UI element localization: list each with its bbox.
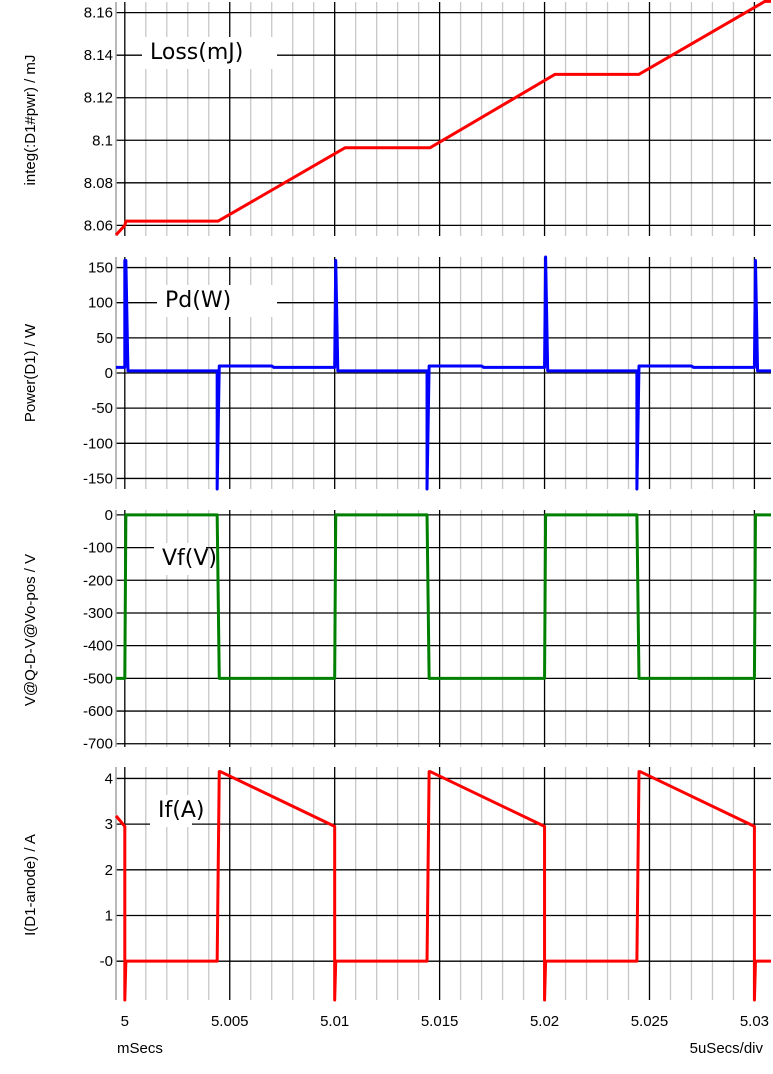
- y-tick-label: -600: [83, 703, 113, 720]
- plot-area: [116, 510, 771, 747]
- y-tick-label: 8.14: [84, 47, 113, 64]
- y-tick-label: 8.06: [84, 217, 113, 234]
- trace-label: Loss(mJ): [150, 40, 243, 65]
- series-line: [116, 513, 771, 680]
- y-tick-label: 50: [96, 330, 113, 347]
- x-units-label: mSecs: [117, 1040, 163, 1057]
- series-line: [114, 770, 771, 1002]
- x-tick-label: 5: [121, 1013, 129, 1030]
- y-tick-label: 1: [105, 907, 113, 924]
- y-tick-label: -50: [91, 400, 113, 417]
- x-tick-label: 5.03: [740, 1013, 769, 1030]
- y-tick-label: 2: [105, 862, 113, 879]
- x-scale-label: 5uSecs/div: [689, 1040, 763, 1057]
- trace-label-bg: [154, 543, 206, 575]
- y-tick-label: 0: [105, 365, 113, 382]
- y-axis-title: V@Q-D-V@Vo-pos / V: [22, 554, 39, 706]
- panel-4: -0 1 2 3 4 If(A) I(D1-anode) / A: [22, 767, 771, 1002]
- y-axis-title: integ(:D1#pwr) / mJ: [22, 55, 39, 186]
- x-tick-label: 5.015: [421, 1013, 459, 1030]
- series-line: [116, 255, 771, 491]
- trace-label-bg: [157, 285, 277, 317]
- panel-1: 8.06 8.08 8.1 8.12 8.14 8.16 Loss(mJ) integ(:D1…: [22, 0, 771, 236]
- x-tick-label: 5.01: [320, 1013, 349, 1030]
- x-tick-label: 5.005: [211, 1013, 249, 1030]
- y-tick-label: -400: [83, 638, 113, 655]
- panel-3: -700 -600 -500 -400 -300 -200 -100 0 Vf(V) V@Q-D-…: [22, 507, 771, 753]
- series-line: [114, 0, 771, 236]
- trace-label-bg: [142, 37, 277, 69]
- y-tick-label: 150: [88, 260, 113, 277]
- panel-2: -150 -100 -50 0 50 100 150 Pd(W) Power(D1) / W: [22, 255, 771, 491]
- y-tick-label: -100: [83, 435, 113, 452]
- trace-label: Vf(V): [162, 546, 217, 571]
- y-tick-label: -300: [83, 605, 113, 622]
- trace-label-bg: [150, 795, 192, 827]
- y-tick-label: 3: [105, 816, 113, 833]
- x-tick-label: 5.025: [631, 1013, 669, 1030]
- y-tick-label: -150: [83, 470, 113, 487]
- y-tick-label: -700: [83, 736, 113, 753]
- y-tick-label: 8.12: [84, 90, 113, 107]
- y-tick-label: 100: [88, 295, 113, 312]
- trace-label: Pd(W): [165, 288, 231, 313]
- y-tick-label: -500: [83, 670, 113, 687]
- y-tick-label: -100: [83, 540, 113, 557]
- y-axis-title: Power(D1) / W: [22, 323, 39, 422]
- x-tick-label: 5.02: [530, 1013, 559, 1030]
- y-tick-label: -200: [83, 572, 113, 589]
- y-tick-label: 8.08: [84, 175, 113, 192]
- plot-area: [116, 767, 771, 1000]
- y-axis-title: I(D1-anode) / A: [22, 834, 39, 936]
- y-tick-label: 4: [105, 770, 113, 787]
- y-tick-label: -0: [100, 953, 113, 970]
- y-tick-label: 0: [105, 507, 113, 524]
- y-tick-label: 8.16: [84, 5, 113, 22]
- trace-label: If(A): [158, 798, 204, 823]
- y-tick-label: 8.1: [92, 132, 113, 149]
